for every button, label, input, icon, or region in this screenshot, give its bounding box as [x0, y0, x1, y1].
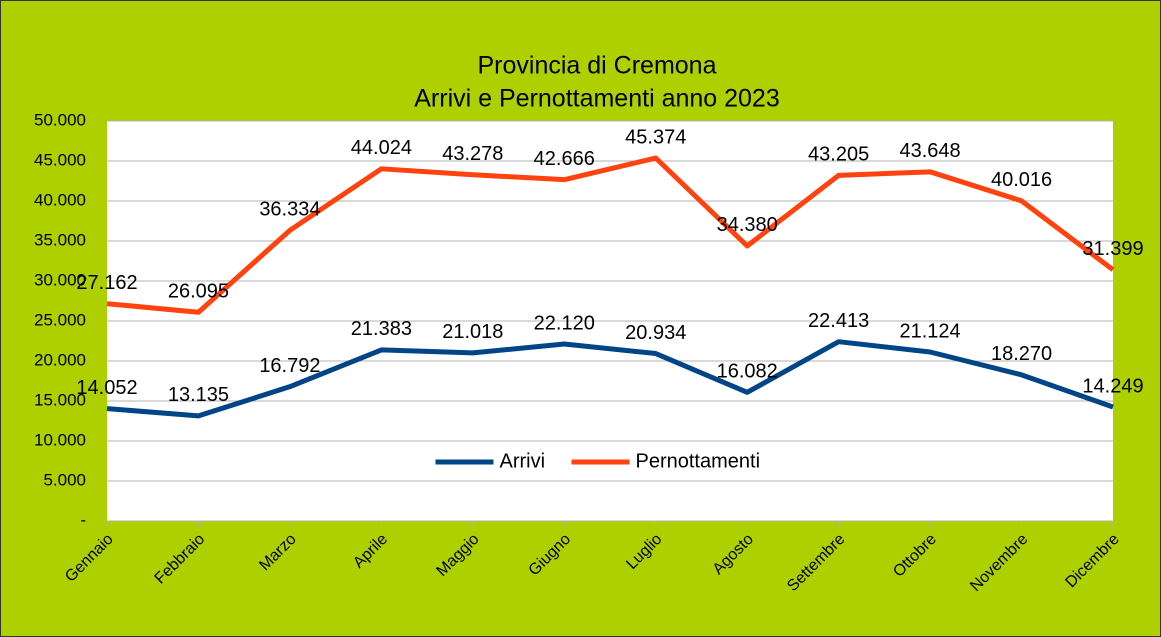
data-label: 13.135 [168, 384, 229, 406]
data-label: 27.162 [76, 272, 137, 294]
data-label: 31.399 [1082, 238, 1143, 260]
data-label: 43.205 [808, 144, 869, 166]
y-tick-label: 15.000 [34, 390, 86, 409]
y-tick-label: 5.000 [43, 470, 86, 489]
data-label: 22.120 [534, 312, 595, 334]
data-label: 44.024 [351, 137, 412, 159]
y-tick-label: 20.000 [34, 350, 86, 369]
series-line [106, 155, 1115, 315]
data-label: 18.270 [991, 343, 1052, 365]
y-tick-label: 25.000 [34, 310, 86, 329]
data-label: 42.666 [534, 148, 595, 170]
data-label: 36.334 [259, 199, 320, 221]
chart-title: Provincia di Cremona [478, 52, 717, 80]
data-label: 14.052 [76, 377, 137, 399]
y-tick-label: 50.000 [34, 110, 86, 129]
data-label: 40.016 [991, 169, 1052, 191]
data-label: 22.413 [808, 310, 869, 332]
data-label: 21.124 [900, 320, 961, 342]
data-label: 21.383 [351, 318, 412, 340]
data-label: 14.249 [1082, 375, 1143, 397]
data-label: 21.018 [442, 321, 503, 343]
y-tick-label: 30.000 [34, 270, 86, 289]
y-tick-label: - [80, 510, 86, 529]
y-tick-label: 10.000 [34, 430, 86, 449]
data-label: 26.095 [168, 281, 229, 303]
data-label: 45.374 [625, 126, 686, 148]
y-tick-label: 45.000 [34, 150, 86, 169]
data-label: 34.380 [717, 214, 778, 236]
chart-subtitle: Arrivi e Pernottamenti anno 2023 [414, 85, 780, 113]
legend-label: Pernottamenti [636, 450, 761, 472]
y-tick-label: 40.000 [34, 190, 86, 209]
data-label: 16.082 [717, 361, 778, 383]
data-label: 20.934 [625, 322, 686, 344]
legend-label: Arrivi [500, 450, 546, 472]
data-label: 43.278 [442, 143, 503, 165]
data-label: 43.648 [900, 140, 961, 162]
series-line [106, 339, 1114, 419]
y-tick-label: 35.000 [34, 230, 86, 249]
data-label: 16.792 [259, 355, 320, 377]
